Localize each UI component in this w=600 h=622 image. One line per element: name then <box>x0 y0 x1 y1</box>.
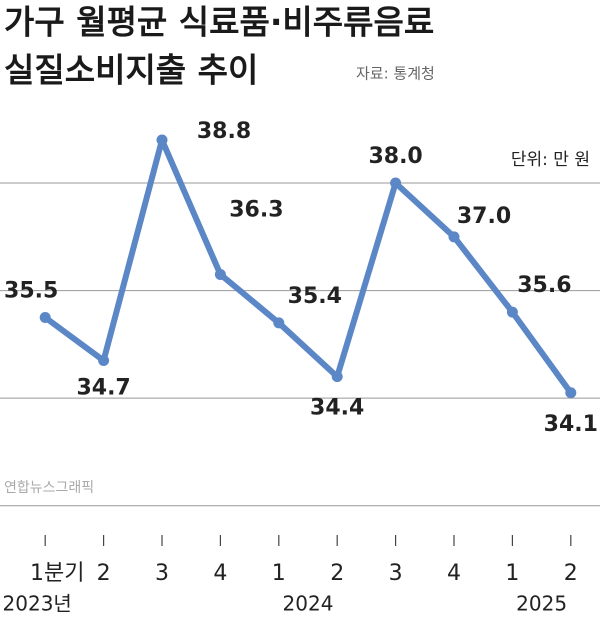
point <box>448 231 460 243</box>
value-label: 38.0 <box>368 144 422 169</box>
point <box>98 355 110 367</box>
chart-title: 가구 월평균 식료품·비주류음료 <box>4 3 434 42</box>
value-label: 37.0 <box>457 204 511 229</box>
x-tick-label: 1분기 <box>30 561 84 586</box>
year-label: 2024 <box>283 592 334 616</box>
x-tick-label: 2 <box>564 561 578 586</box>
point <box>390 177 402 189</box>
value-label: 34.1 <box>544 412 598 437</box>
point <box>214 268 226 280</box>
value-label: 34.4 <box>310 396 364 421</box>
x-tick-label: 4 <box>447 561 461 586</box>
value-label: 35.6 <box>517 273 571 298</box>
x-tick-label: 2 <box>330 561 344 586</box>
value-label: 38.8 <box>197 119 251 144</box>
point <box>156 134 168 146</box>
x-tick-label: 1 <box>272 561 286 586</box>
watermark: 연합뉴스그래픽 <box>4 480 94 496</box>
x-tick-label: 2 <box>97 561 111 586</box>
x-tick-label: 3 <box>389 561 403 586</box>
point <box>273 317 285 329</box>
value-label: 36.3 <box>229 197 283 222</box>
x-tick-label: 4 <box>213 561 227 586</box>
point <box>39 312 51 323</box>
x-tick-label: 3 <box>155 561 169 586</box>
line <box>43 137 574 395</box>
point <box>506 306 518 318</box>
unit-label: 단위: 만 원 <box>511 150 590 170</box>
value-label: 35.5 <box>4 279 58 304</box>
year-label: 2023년 <box>3 592 72 616</box>
chart-title: 실질소비지출 추이 <box>4 51 258 90</box>
source: 자료: 통계청 <box>356 65 435 83</box>
point <box>331 371 343 383</box>
year-label: 2025 <box>516 592 567 616</box>
value-label: 34.7 <box>76 376 130 401</box>
point <box>565 387 577 399</box>
x-tick-label: 1 <box>505 561 519 586</box>
value-label: 35.4 <box>288 284 342 309</box>
